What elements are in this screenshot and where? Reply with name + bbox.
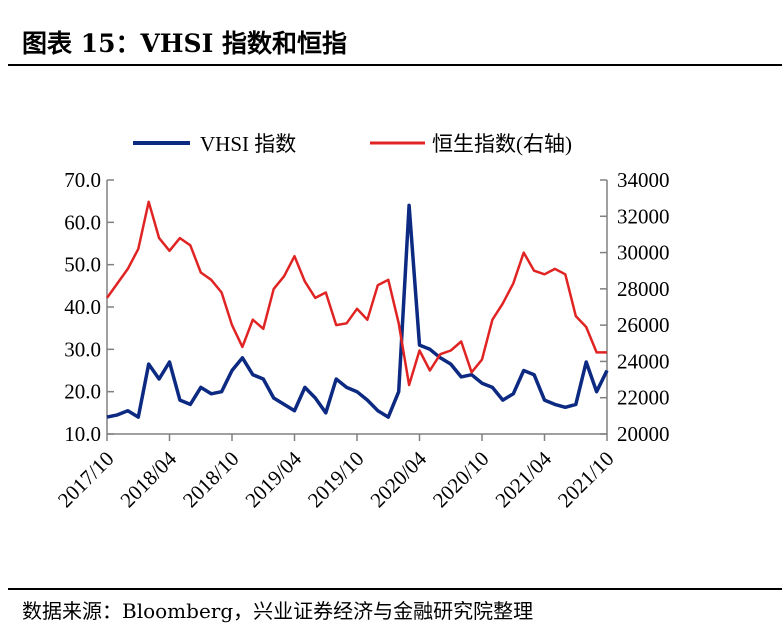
left-tick-label: 50.0 — [64, 253, 101, 277]
figure-title: 图表 15：VHSI 指数和恒指 — [22, 29, 347, 58]
left-tick-label: 70.0 — [64, 168, 101, 192]
left-tick-label: 20.0 — [64, 380, 101, 404]
source-note: 数据来源：Bloomberg，兴业证券经济与金融研究院整理 — [22, 599, 534, 623]
source-divider — [8, 588, 782, 590]
right-tick-label: 34000 — [617, 168, 670, 192]
series-lines — [105, 200, 609, 419]
right-tick-label: 24000 — [617, 349, 670, 373]
x-tick-label: 2019/04 — [240, 446, 306, 512]
x-tick-label: 2019/10 — [303, 447, 369, 513]
title-divider — [8, 64, 782, 66]
left-tick-label: 60.0 — [64, 210, 101, 234]
legend: VHSI 指数 恒生指数(右轴) — [133, 132, 572, 156]
right-tick-label: 32000 — [617, 204, 670, 228]
vhsi-line — [106, 203, 609, 419]
right-tick-label: 30000 — [617, 241, 670, 265]
left-tick-label: 40.0 — [64, 295, 101, 319]
left-tick-label: 10.0 — [64, 422, 101, 446]
right-tick-label: 20000 — [617, 422, 670, 446]
right-tick-label: 22000 — [617, 386, 670, 410]
x-tick-label: 2020/04 — [365, 446, 431, 512]
legend-label-hsi: 恒生指数(右轴) — [432, 132, 572, 156]
x-tick-label: 2017/10 — [53, 447, 119, 513]
hsi-line — [105, 200, 607, 387]
x-tick-label: 2018/10 — [178, 447, 244, 513]
x-tick-label: 2018/04 — [115, 446, 181, 512]
x-tick-label: 2021/10 — [553, 447, 619, 513]
x-tick-label: 2020/10 — [428, 447, 494, 513]
left-tick-label: 30.0 — [64, 337, 101, 361]
right-tick-label: 26000 — [617, 313, 670, 337]
x-tick-label: 2021/04 — [490, 446, 556, 512]
legend-label-vhsi: VHSI 指数 — [200, 132, 296, 156]
right-tick-label: 28000 — [617, 277, 670, 301]
